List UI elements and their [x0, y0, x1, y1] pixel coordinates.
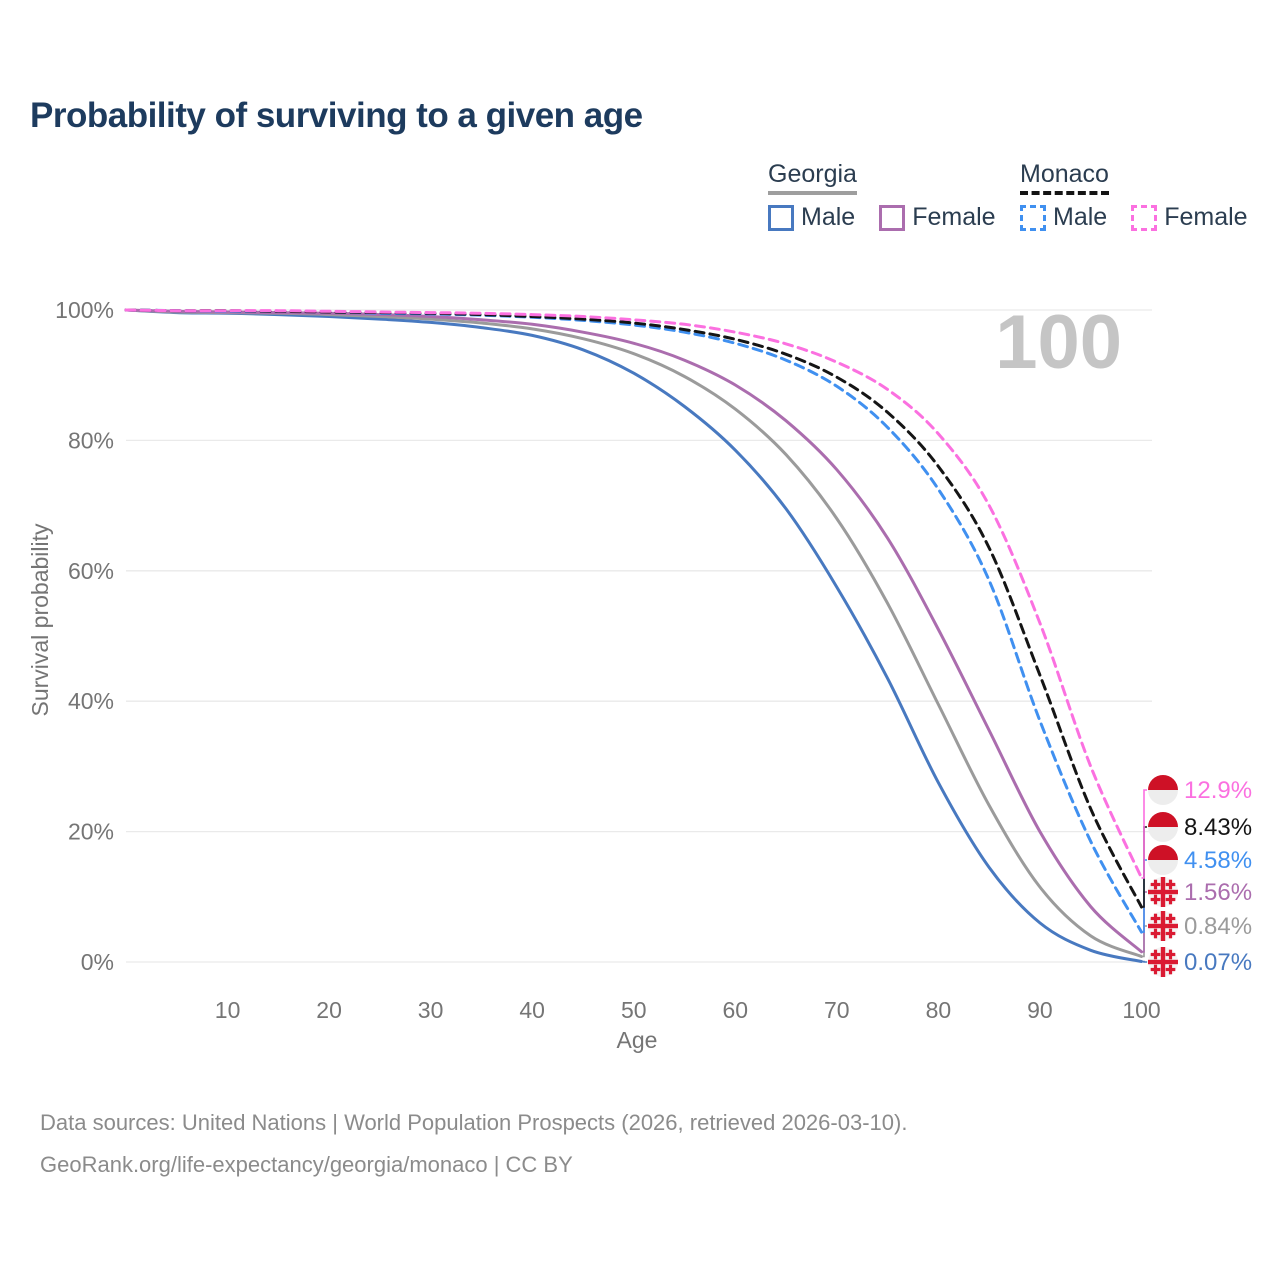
legend-item-georgia-female[interactable]: Female — [879, 203, 996, 232]
end-connector-georgia-male — [1141, 960, 1147, 963]
x-tick-label: 80 — [926, 997, 952, 1023]
georgia-flag-cross — [1148, 889, 1178, 895]
georgia-flag-small-cross — [1165, 931, 1176, 936]
georgia-flag-small-cross — [1150, 916, 1161, 921]
end-connector-monaco-female — [1141, 789, 1147, 879]
georgia-male-swatch-icon — [768, 204, 794, 231]
georgia-flag-cross — [1148, 923, 1178, 929]
legend-header-georgia: Georgia — [768, 160, 857, 195]
legend-item-monaco-female[interactable]: Female — [1131, 203, 1248, 232]
georgia-flag-small-cross — [1150, 882, 1161, 887]
legend-item-georgia-male[interactable]: Male — [768, 203, 855, 232]
curve-monaco-female[interactable] — [124, 308, 1143, 880]
x-axis-title: Age — [617, 1027, 658, 1053]
x-tick-label: 90 — [1027, 997, 1053, 1023]
x-tick-label: 70 — [824, 997, 850, 1023]
legend-header-monaco: Monaco — [1020, 160, 1109, 195]
georgia-flag-small-cross — [1165, 916, 1176, 921]
x-tick-label: 30 — [418, 997, 444, 1023]
end-value-label-monaco-both: 8.43% — [1184, 814, 1252, 841]
page-title: Probability of surviving to a given age — [30, 96, 643, 135]
legend-items-monaco: Male Female — [1020, 203, 1248, 232]
monaco-female-swatch-icon — [1131, 204, 1158, 231]
age-counter-watermark: 100 — [995, 300, 1122, 385]
legend-item-label: Female — [912, 203, 996, 231]
x-tick-label: 50 — [621, 997, 647, 1023]
y-axis-title: Survival probability — [27, 523, 53, 717]
georgia-female-swatch-icon — [879, 204, 906, 231]
georgia-flag-small-cross — [1165, 882, 1176, 887]
curve-georgia-female[interactable] — [124, 308, 1143, 954]
curve-monaco-male[interactable] — [124, 308, 1143, 934]
legend-group-monaco: Monaco Male Female — [1020, 160, 1248, 232]
curve-georgia-male[interactable] — [124, 308, 1143, 963]
georgia-flag-small-cross — [1150, 967, 1161, 972]
y-tick-label: 100% — [55, 297, 114, 323]
end-value-label-georgia-male: 0.07% — [1184, 949, 1252, 976]
georgia-flag-small-cross — [1165, 897, 1176, 902]
georgia-flag-cross — [1148, 959, 1178, 965]
x-tick-label: 100 — [1122, 997, 1160, 1023]
y-tick-label: 80% — [68, 427, 114, 453]
monaco-male-swatch-icon — [1020, 204, 1046, 231]
legend-group-georgia: Georgia Male Female — [768, 160, 996, 232]
monaco-flag-top-half — [1148, 845, 1178, 860]
georgia-flag-small-cross — [1150, 931, 1161, 936]
end-value-label-monaco-male: 4.58% — [1184, 847, 1252, 874]
curve-georgia-both[interactable] — [124, 308, 1143, 958]
legend-items-georgia: Male Female — [768, 203, 996, 232]
x-tick-label: 10 — [215, 997, 241, 1023]
legend-item-label: Female — [1164, 203, 1248, 231]
georgia-flag-small-cross — [1165, 952, 1176, 957]
legend-item-label: Male — [1053, 203, 1108, 231]
end-value-label-georgia-both: 0.84% — [1184, 913, 1252, 940]
monaco-flag-top-half — [1148, 812, 1178, 827]
end-value-label-georgia-female: 1.56% — [1184, 879, 1252, 906]
georgia-flag-small-cross — [1150, 952, 1161, 957]
legend-item-label: Male — [801, 203, 856, 231]
end-value-label-monaco-female: 12.9% — [1184, 777, 1252, 804]
x-tick-label: 40 — [519, 997, 545, 1023]
x-tick-label: 20 — [316, 997, 342, 1023]
x-tick-label: 60 — [723, 997, 749, 1023]
curve-monaco-both[interactable] — [124, 308, 1143, 909]
y-tick-label: 40% — [68, 688, 114, 714]
data-sources-note: Data sources: United Nations | World Pop… — [40, 1110, 908, 1135]
attribution-note: GeoRank.org/life-expectancy/georgia/mona… — [40, 1152, 573, 1177]
monaco-flag-top-half — [1148, 775, 1178, 790]
y-tick-label: 20% — [68, 819, 114, 845]
georgia-flag-small-cross — [1150, 897, 1161, 902]
georgia-flag-small-cross — [1165, 967, 1176, 972]
y-tick-label: 0% — [81, 949, 114, 975]
legend-item-monaco-male[interactable]: Male — [1020, 203, 1107, 232]
y-tick-label: 60% — [68, 558, 114, 584]
